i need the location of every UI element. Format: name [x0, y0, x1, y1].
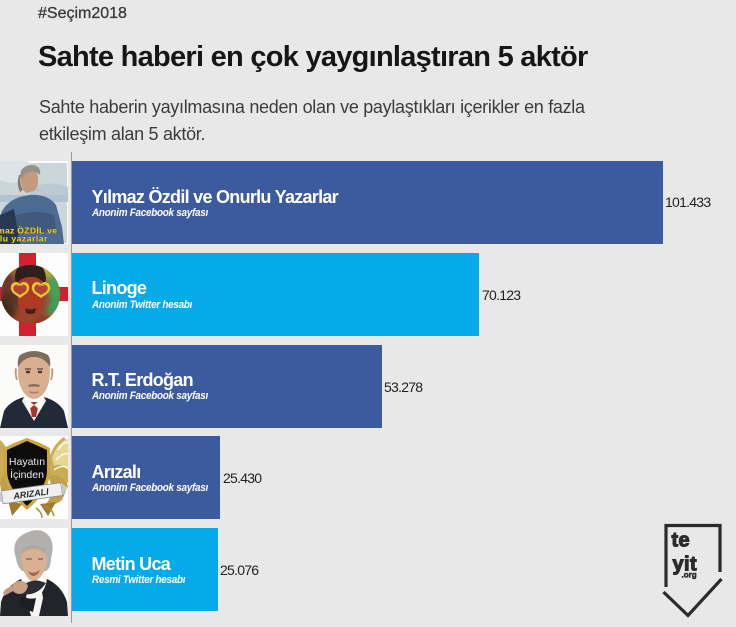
svg-text:rlu yazarlar: rlu yazarlar: [0, 234, 48, 244]
svg-text:İçinden: İçinden: [10, 468, 44, 481]
svg-text:te: te: [672, 529, 691, 551]
svg-text:.org: .org: [682, 570, 697, 579]
svg-text:yit: yit: [673, 553, 698, 575]
svg-text:maz ÖZDİL ve: maz ÖZDİL ve: [0, 226, 57, 236]
svg-text:Hayatın: Hayatın: [9, 456, 45, 468]
